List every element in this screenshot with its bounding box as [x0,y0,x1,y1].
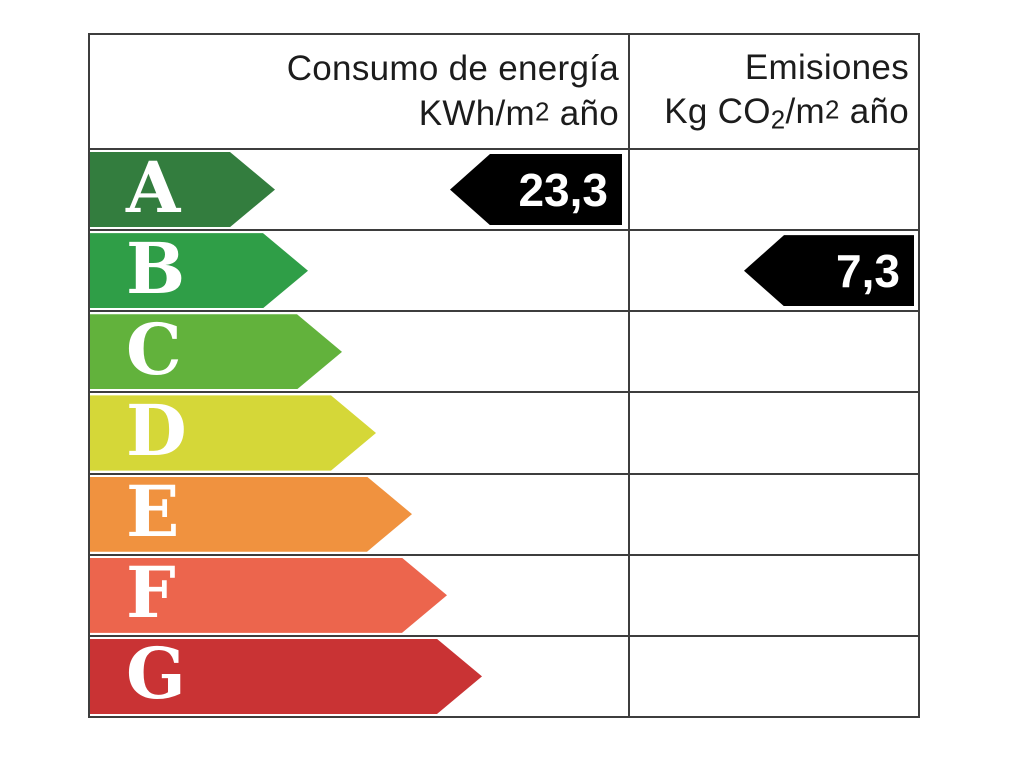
consumo-value: 23,3 [518,163,608,216]
emissions-cell-b: 7,3 [630,231,918,310]
emissions-header: Emisiones Kg CO2/m2 año [630,35,918,148]
emissions-cell-f [630,556,918,635]
rating-rows: A 23,3 B 7,3 C D E F G [90,150,918,716]
consumption-cell-d: D [90,393,630,473]
table-header: Consumo de energía KWh/m2 año Emisiones … [90,35,918,150]
emisiones-value: 7,3 [836,244,900,297]
emissions-cell-d [630,393,918,472]
superscript-2: 2 [824,96,840,125]
rating-letter-g: G [126,632,186,716]
rating-row-f: F [90,553,918,635]
rating-letter-e: E [126,470,180,554]
rating-table: Consumo de energía KWh/m2 año Emisiones … [88,33,920,718]
emisiones-value-arrow: 7,3 [744,235,914,307]
consumo-value-arrow: 23,3 [450,154,622,226]
rating-row-e: E [90,472,918,554]
rating-arrow-c: C [90,314,342,389]
rating-row-g: G [90,634,918,716]
rating-row-a: A 23,3 [90,150,918,230]
rating-letter-c: C [126,307,182,391]
rating-arrow-f: F [90,558,447,633]
emissions-cell-a [630,150,918,229]
consumption-header: Consumo de energía KWh/m2 año [90,35,630,148]
emissions-cell-c [630,312,918,391]
superscript-2: 2 [534,97,550,126]
consumption-cell-f: F [90,555,630,635]
emissions-title: Emisiones [744,47,909,87]
rating-arrow-d: D [90,395,376,470]
rating-letter-d: D [126,388,187,472]
emissions-cell-g [630,637,918,716]
rating-letter-a: A [126,145,181,229]
consumption-cell-a: A 23,3 [90,150,630,230]
consumption-cell-g: G [90,636,630,716]
rating-arrow-b: B [90,233,308,308]
consumption-title: Consumo de energía [286,49,619,89]
consumption-cell-e: E [90,474,630,554]
rating-row-d: D [90,391,918,473]
rating-arrow-e: E [90,477,412,552]
rating-arrow-a: A [90,152,275,227]
rating-arrow-g: G [90,639,482,714]
consumption-unit: KWh/m2 año [418,93,619,133]
emissions-cell-e [630,475,918,554]
rating-row-b: B 7,3 [90,229,918,311]
rating-row-c: C [90,310,918,392]
rating-letter-f: F [126,551,176,635]
consumption-cell-c: C [90,312,630,392]
consumption-cell-b: B [90,231,630,311]
emissions-unit: Kg CO2/m2 año [664,91,909,135]
rating-letter-b: B [126,226,186,310]
subscript-2: 2 [770,106,786,135]
